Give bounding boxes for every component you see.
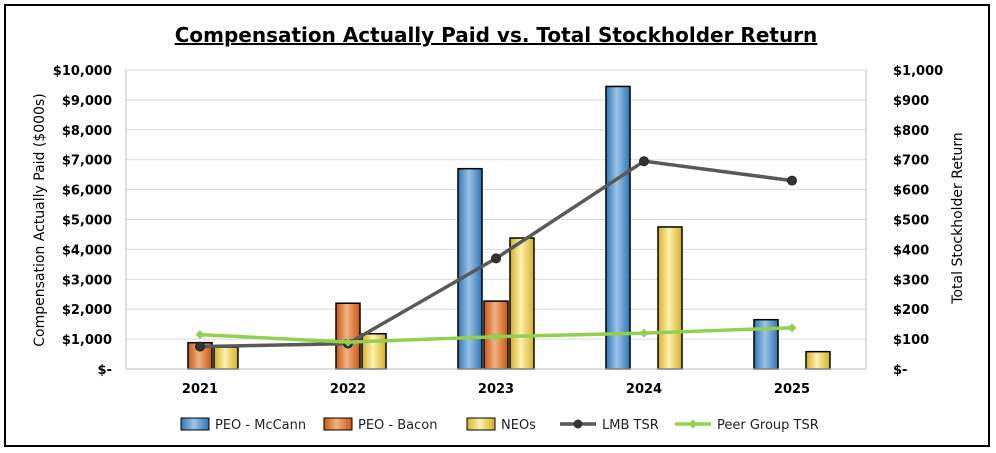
legend-marker [688, 419, 698, 429]
legend-swatch [323, 417, 353, 431]
x-category-label: 2022 [330, 382, 366, 397]
y-tick-label: $4,000 [62, 243, 112, 258]
y-tick-label: $8,000 [62, 124, 112, 139]
y2-tick-label: $- [893, 363, 907, 378]
series-point [343, 337, 353, 347]
x-category-label: 2024 [626, 382, 662, 397]
chart-title: Compensation Actually Paid vs. Total Sto… [175, 23, 818, 47]
y2-tick-label: $800 [893, 124, 929, 139]
series-point [491, 253, 501, 264]
legend-label: PEO - McCann [215, 418, 306, 433]
legend-label: Peer Group TSR [717, 418, 819, 433]
y2-axis-ticks: $- $100 $200 $300 $400 $500 $600 $700 $800 $900 $1… [893, 64, 943, 378]
y2-tick-label: $700 [893, 154, 929, 169]
x-category-label: 2025 [774, 382, 810, 397]
bar [605, 85, 631, 370]
y-tick-label: $9,000 [62, 94, 112, 109]
bars [187, 85, 831, 370]
y-tick-label: $6,000 [62, 184, 112, 199]
bar [361, 332, 387, 370]
y-tick-label: $3,000 [62, 273, 112, 288]
chart-frame [4, 4, 990, 447]
y2-tick-label: $900 [893, 94, 929, 109]
legend-swatch [466, 417, 496, 431]
series-point [787, 175, 797, 186]
legend: PEO - McCann PEO - Bacon NEOs LMB TSR Peer G… [180, 417, 819, 433]
y2-tick-label: $400 [893, 243, 929, 258]
x-category-label: 2021 [182, 382, 218, 397]
axes [125, 70, 867, 370]
legend-label: PEO - Bacon [358, 418, 437, 433]
legend-label: NEOs [501, 418, 536, 433]
legend-label: LMB TSR [602, 418, 659, 433]
y-tick-label: $- [98, 363, 112, 378]
legend-marker [573, 419, 583, 429]
y-tick-label: $10,000 [53, 64, 112, 79]
legend-swatch [180, 417, 210, 431]
bar [335, 302, 361, 370]
y2-tick-label: $300 [893, 273, 929, 288]
series-point [639, 328, 649, 338]
y-tick-label: $1,000 [62, 333, 112, 348]
gridlines [126, 69, 866, 340]
y2-tick-label: $200 [893, 303, 929, 318]
y2-tick-label: $1,000 [893, 64, 943, 79]
bar [805, 350, 831, 370]
bar [213, 346, 239, 370]
y-axis-label: Compensation Actually Paid ($000s) [32, 93, 48, 346]
series-point [639, 156, 649, 167]
series-point [195, 341, 205, 352]
x-category-label: 2023 [478, 382, 514, 397]
y-tick-label: $2,000 [62, 303, 112, 318]
y-tick-label: $7,000 [62, 154, 112, 169]
lines [195, 156, 797, 352]
x-axis-categories: 2021 2022 2023 2024 2025 [182, 382, 810, 397]
series-point [491, 332, 501, 342]
y2-tick-label: $600 [893, 184, 929, 199]
y2-tick-label: $100 [893, 333, 929, 348]
y2-tick-label: $500 [893, 214, 929, 229]
series-point [787, 323, 797, 333]
y2-axis-label: Total Stockholder Return [950, 132, 966, 304]
y-tick-label: $5,000 [62, 214, 112, 229]
y-axis-ticks: $- $1,000 $2,000 $3,000 $4,000 $5,000 $6,000 $7… [53, 64, 112, 378]
series-point [195, 330, 205, 340]
bar [657, 226, 683, 370]
bar [509, 237, 535, 370]
